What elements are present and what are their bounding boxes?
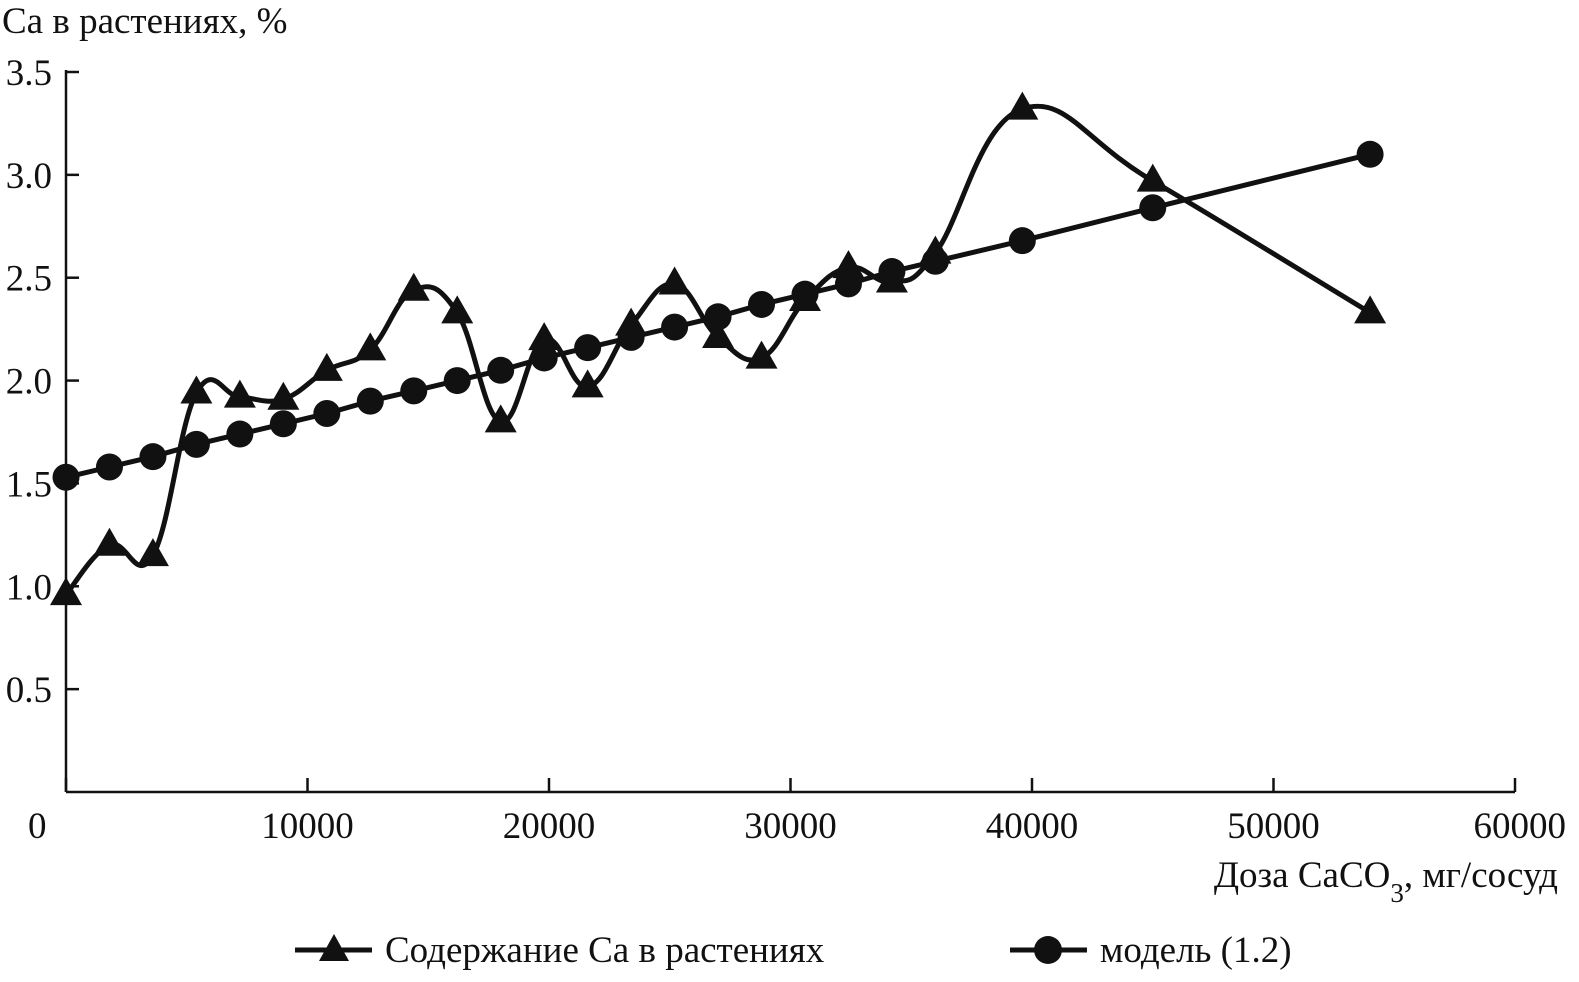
y-tick-label: 1.5 — [6, 464, 52, 505]
circle-point — [834, 270, 862, 298]
triangle-point — [832, 250, 865, 279]
legend: Содержание Ca в растениях модель (1.2) — [295, 930, 1292, 971]
triangle-point — [267, 381, 300, 410]
circle-point — [661, 313, 689, 341]
x-tick-label: 0 — [28, 806, 47, 847]
triangle-point — [180, 375, 213, 404]
y-tick-label: 2.0 — [6, 362, 52, 403]
x-tick-label: 30000 — [744, 806, 837, 847]
x-tick-label: 20000 — [503, 806, 596, 847]
triangle-point — [310, 352, 343, 381]
triangle-point — [484, 404, 517, 433]
circle-point — [400, 377, 428, 405]
circle-point — [443, 367, 471, 395]
circle-point — [269, 410, 297, 438]
legend-label-circle: модель (1.2) — [1100, 930, 1292, 971]
x-tick-label: 50000 — [1227, 806, 1320, 847]
triangle-point — [571, 369, 604, 398]
circle-point — [182, 430, 210, 458]
circle-point — [313, 399, 341, 427]
circle-point — [1139, 194, 1167, 222]
legend-label-triangle: Содержание Ca в растениях — [385, 930, 825, 971]
y-tick-label: 1.0 — [6, 567, 52, 608]
circle-point — [921, 247, 949, 275]
triangle-point — [658, 266, 691, 295]
y-tick-label: 3.0 — [6, 156, 52, 197]
y-tick-label: 0.5 — [6, 670, 52, 711]
x-tick-label: 40000 — [986, 806, 1079, 847]
legend-circle-marker — [1034, 936, 1062, 964]
x-tick-label: 60000 — [1474, 806, 1567, 847]
circle-point — [617, 323, 645, 351]
y-axis-title: Ca в растениях, % — [2, 1, 287, 42]
y-ticks: 0.5 1.0 1.5 2.0 2.5 3.0 3.5 — [6, 53, 79, 711]
triangle-point — [397, 272, 430, 301]
legend-triangle-marker — [319, 934, 349, 961]
circle-point — [1356, 140, 1384, 168]
circle-point — [487, 356, 515, 384]
circle-point — [95, 453, 123, 481]
legend-item-triangle-series: Содержание Ca в растениях — [295, 930, 825, 971]
circle-point — [791, 280, 819, 308]
circle-point — [748, 290, 776, 318]
triangle-point — [441, 295, 474, 324]
series-measured — [50, 91, 1387, 606]
triangle-point — [702, 320, 735, 349]
x-tick-label: 10000 — [261, 806, 354, 847]
circle-point — [52, 463, 80, 491]
triangle-point — [528, 322, 561, 351]
y-tick-label: 2.5 — [6, 259, 52, 300]
triangle-point — [1136, 163, 1169, 192]
series-line — [63, 103, 1373, 597]
circle-point — [574, 334, 602, 362]
circle-point — [226, 420, 254, 448]
circle-point — [139, 443, 167, 471]
x-axis-title: Доза CaCO3, мг/сосуд — [1214, 855, 1558, 908]
series-model — [52, 140, 1384, 491]
circle-point — [704, 303, 732, 331]
triangle-point — [1006, 91, 1039, 120]
triangle-point — [50, 577, 82, 606]
triangle-point — [1354, 295, 1387, 324]
x-ticks: 0 10000 20000 30000 40000 50000 60000 — [28, 778, 1566, 847]
y-tick-label: 3.5 — [6, 53, 52, 94]
triangle-point — [136, 538, 169, 567]
triangle-point — [93, 527, 126, 556]
circle-point — [878, 258, 906, 286]
triangle-point — [745, 340, 778, 369]
legend-item-circle-series: модель (1.2) — [1010, 930, 1292, 971]
circle-point — [530, 344, 558, 372]
circle-point — [1008, 227, 1036, 255]
triangle-point — [354, 332, 387, 361]
triangle-point — [223, 379, 256, 408]
circle-point — [356, 387, 384, 415]
series-layer — [50, 91, 1387, 606]
